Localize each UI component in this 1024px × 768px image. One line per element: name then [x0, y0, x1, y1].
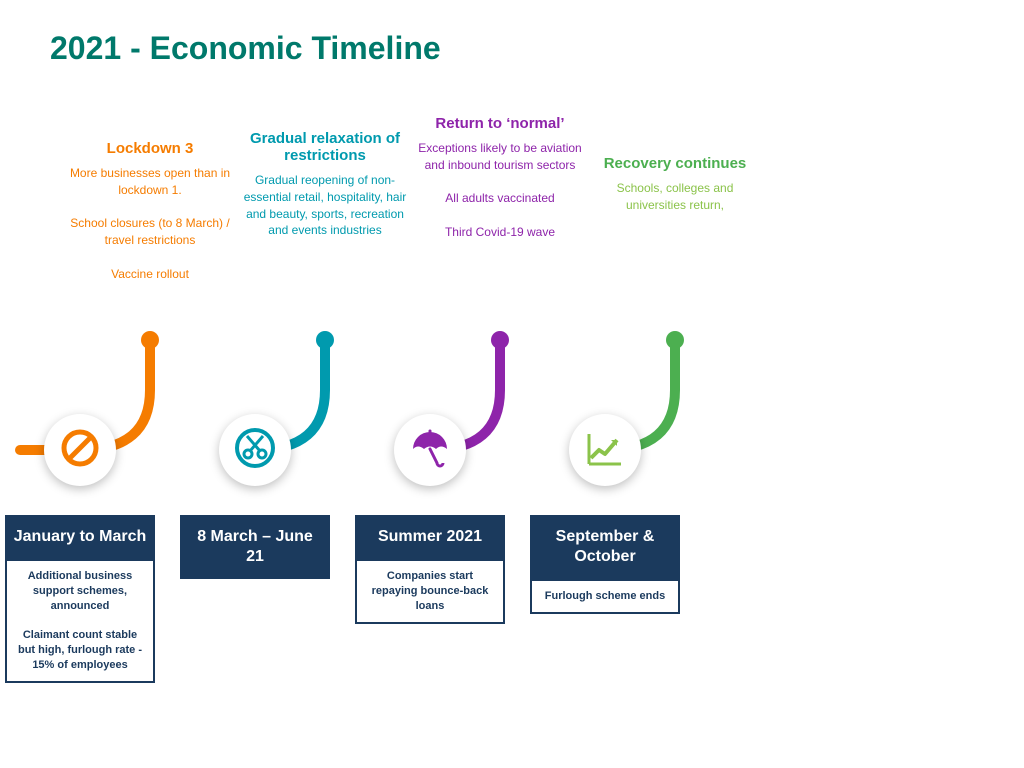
timeline-date: January to March	[5, 515, 155, 559]
timeline-node	[219, 414, 291, 486]
umbrella-icon	[407, 425, 453, 476]
timeline-heading: Gradual relaxation of restrictions	[240, 130, 410, 164]
timeline-node	[394, 414, 466, 486]
timeline-node	[569, 414, 641, 486]
timeline-heading: Recovery continues	[590, 155, 760, 172]
timeline-body: More businesses open than in lockdown 1.…	[65, 165, 235, 283]
timeline-top-block: Lockdown 3 More businesses open than in l…	[65, 140, 235, 283]
timeline-date: September & October	[530, 515, 680, 579]
timeline-body: Gradual reopening of non-essential retai…	[240, 172, 410, 239]
timeline-heading: Lockdown 3	[65, 140, 235, 157]
timeline-detail: Furlough scheme ends	[530, 579, 680, 614]
timeline-detail: Additional business support schemes, ann…	[5, 559, 155, 683]
timeline-node	[44, 414, 116, 486]
timeline-body: Schools, colleges and universities retur…	[590, 180, 760, 214]
page-title: 2021 - Economic Timeline	[50, 30, 441, 67]
scissors-icon	[233, 426, 277, 475]
timeline-top-block: Recovery continues Schools, colleges and …	[590, 155, 760, 214]
timeline-date: Summer 2021	[355, 515, 505, 559]
no-entry-icon	[58, 426, 102, 475]
timeline-top-block: Gradual relaxation of restrictions Gradua…	[240, 130, 410, 239]
timeline-heading: Return to ‘normal’	[415, 115, 585, 132]
timeline-top-block: Return to ‘normal’ Exceptions likely to b…	[415, 115, 585, 241]
chart-up-icon	[583, 426, 627, 475]
timeline-date: 8 March – June 21	[180, 515, 330, 579]
timeline-body: Exceptions likely to be aviation and inb…	[415, 140, 585, 241]
timeline-detail: Companies start repaying bounce-back loa…	[355, 559, 505, 624]
